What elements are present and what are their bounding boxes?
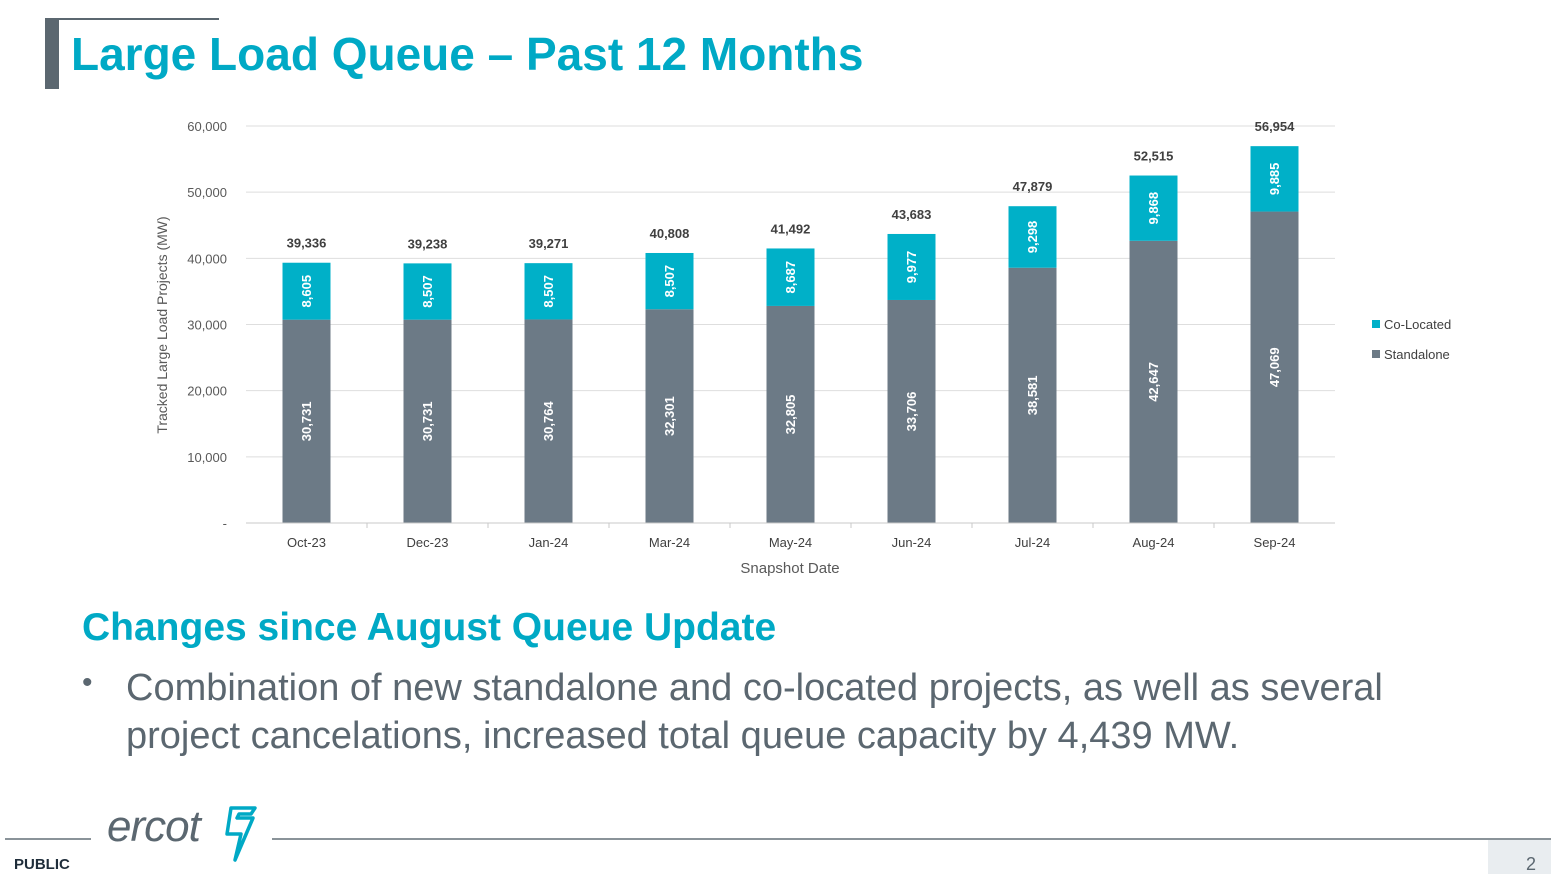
data-label-standalone: 38,581 xyxy=(1025,375,1040,415)
title-accent-line xyxy=(45,18,219,20)
data-label-co-located: 9,977 xyxy=(904,251,919,284)
data-label-co-located: 8,605 xyxy=(299,275,314,308)
bar-standalone xyxy=(1129,240,1178,523)
data-label-co-located: 8,507 xyxy=(541,275,556,308)
data-label-co-located: 9,298 xyxy=(1025,221,1040,254)
bar-standalone xyxy=(1250,211,1299,523)
bars: 30,731 8,605 39,336 30,731 8,507 39,238 30,764… xyxy=(282,119,1299,523)
bar-standalone xyxy=(1008,267,1057,523)
classification-label: PUBLIC xyxy=(14,856,70,873)
page-number-box: 2 xyxy=(1488,840,1551,874)
slide-title: Large Load Queue – Past 12 Months xyxy=(71,28,864,80)
x-axis-label: Snapshot Date xyxy=(740,560,839,577)
bar-standalone xyxy=(403,319,452,523)
x-tick-label: Aug-24 xyxy=(1133,535,1175,550)
ercot-logo: ercot xyxy=(105,800,265,866)
bar-co-located xyxy=(524,263,573,320)
title-accent-bar xyxy=(45,18,59,89)
x-tick-label: May-24 xyxy=(769,535,812,550)
section-subheading: Changes since August Queue Update xyxy=(82,606,777,649)
x-axis-ticks: Oct-23 Dec-23 Jan-24 Mar-24 May-24 Jun-24 Jul-… xyxy=(287,523,1295,550)
y-tick-label: 30,000 xyxy=(187,318,227,333)
data-label-co-located: 8,507 xyxy=(420,275,435,308)
data-label-total: 40,808 xyxy=(650,226,690,241)
data-label-standalone: 30,764 xyxy=(541,401,556,442)
bar-co-located xyxy=(766,248,815,306)
y-axis-ticks: - 10,000 20,000 30,000 40,000 50,000 60,000 xyxy=(187,119,227,531)
y-axis-label: Tracked Large Load Projects (MW) xyxy=(154,216,170,433)
y-tick-label: 60,000 xyxy=(187,119,227,134)
data-label-standalone: 47,069 xyxy=(1267,347,1282,387)
bar-co-located xyxy=(403,263,452,320)
data-label-standalone: 42,647 xyxy=(1146,362,1161,402)
footer-divider-left xyxy=(5,838,91,840)
lightning-bolt-icon xyxy=(225,806,257,862)
x-tick-label: Mar-24 xyxy=(649,535,690,550)
bar-co-located xyxy=(1008,206,1057,268)
y-tick-label: 10,000 xyxy=(187,450,227,465)
x-tick-label: Sep-24 xyxy=(1254,535,1296,550)
bar-co-located xyxy=(1129,175,1178,241)
data-label-standalone: 32,805 xyxy=(783,395,798,435)
bar-standalone xyxy=(887,299,936,523)
data-label-standalone: 32,301 xyxy=(662,396,677,436)
data-label-total: 39,238 xyxy=(408,236,448,251)
y-tick-label: - xyxy=(223,516,227,531)
data-label-co-located: 8,507 xyxy=(662,265,677,298)
bar-co-located xyxy=(1250,146,1299,212)
data-label-co-located: 8,687 xyxy=(783,261,798,294)
x-tick-label: Dec-23 xyxy=(407,535,449,550)
data-label-total: 52,515 xyxy=(1134,149,1174,164)
bar-co-located xyxy=(282,262,331,320)
legend-swatch-co-located xyxy=(1372,320,1380,328)
data-label-co-located: 9,885 xyxy=(1267,163,1282,196)
data-label-standalone: 30,731 xyxy=(420,401,435,441)
footer-divider-right xyxy=(272,838,1551,840)
data-label-total: 56,954 xyxy=(1255,119,1296,134)
y-tick-label: 20,000 xyxy=(187,384,227,399)
x-tick-label: Oct-23 xyxy=(287,535,326,550)
bullet-dot-icon: • xyxy=(82,666,93,699)
data-label-total: 43,683 xyxy=(892,207,932,222)
bar-standalone xyxy=(282,319,331,523)
bar-standalone xyxy=(766,305,815,523)
legend-swatch-standalone xyxy=(1372,350,1380,358)
bar-standalone xyxy=(524,319,573,523)
x-tick-label: Jul-24 xyxy=(1015,535,1050,550)
bar-co-located xyxy=(645,252,694,310)
data-label-co-located: 9,868 xyxy=(1146,192,1161,225)
page-number: 2 xyxy=(1525,854,1536,874)
data-label-total: 39,336 xyxy=(287,236,327,251)
x-tick-label: Jan-24 xyxy=(529,535,569,550)
bullet-text: Combination of new standalone and co-loc… xyxy=(126,667,1383,757)
legend-label-co-located: Co-Located xyxy=(1384,317,1451,332)
data-label-total: 39,271 xyxy=(529,236,569,251)
logo-wordmark: ercot xyxy=(107,802,201,851)
data-label-standalone: 30,731 xyxy=(299,401,314,441)
legend-label-standalone: Standalone xyxy=(1384,347,1450,362)
data-label-standalone: 33,706 xyxy=(904,392,919,432)
stacked-bar-chart: - 10,000 20,000 30,000 40,000 50,000 60,000 30… xyxy=(154,119,1451,577)
chart-legend: Co-Located Standalone xyxy=(1372,317,1451,362)
bar-co-located xyxy=(887,233,936,300)
y-tick-label: 40,000 xyxy=(187,251,227,266)
y-tick-label: 50,000 xyxy=(187,185,227,200)
data-label-total: 47,879 xyxy=(1013,179,1053,194)
data-label-total: 41,492 xyxy=(771,221,811,236)
bar-standalone xyxy=(645,309,694,523)
x-tick-label: Jun-24 xyxy=(892,535,932,550)
